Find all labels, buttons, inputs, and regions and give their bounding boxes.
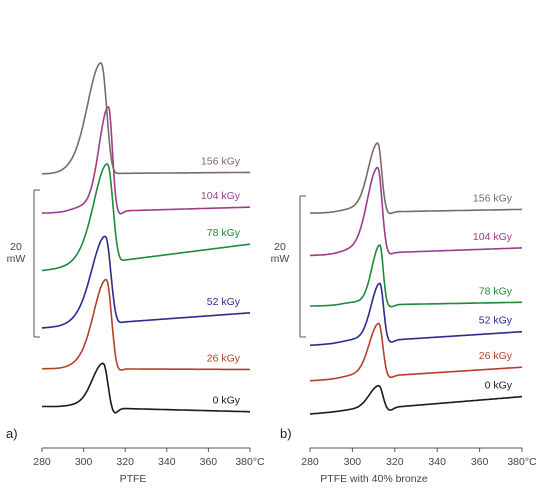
x-axis-label: PTFE with 40% bronze <box>320 473 428 485</box>
series-line <box>41 235 251 329</box>
series-line <box>309 384 523 415</box>
x-tick-label: 320 <box>116 456 134 468</box>
series-label: 0 kGy <box>213 395 241 407</box>
x-tick-label: 300 <box>344 456 362 468</box>
series-label: 26 kGy <box>479 350 513 362</box>
x-tick-label: 340 <box>428 456 446 468</box>
series-label: 52 kGy <box>479 315 513 327</box>
series-label: 78 kGy <box>479 285 513 297</box>
series-line <box>310 166 522 257</box>
series-line <box>310 244 522 308</box>
series-label: 156 kGy <box>473 192 513 204</box>
panel-label: a) <box>6 426 18 441</box>
chart-panel-b: 280 300 320 340 360 380°C PTFE with 40% bronze… <box>271 142 537 485</box>
x-tick-label: 340 <box>158 456 176 468</box>
x-tick-label: 360 <box>200 456 218 468</box>
series-line <box>309 282 523 347</box>
series-line <box>41 362 250 414</box>
series-line <box>41 106 251 215</box>
series-line <box>41 163 251 272</box>
x-tick-label: 280 <box>33 456 51 468</box>
scale-bar-label: 20 <box>274 241 286 253</box>
x-tick-label: 300 <box>75 456 93 468</box>
series-label: 26 kGy <box>207 352 241 364</box>
series-label: 78 kGy <box>207 227 241 239</box>
series-label: 104 kGy <box>473 231 513 243</box>
series-line <box>42 62 250 175</box>
panel-label: b) <box>280 426 292 441</box>
scale-bar-label: mW <box>271 253 290 265</box>
series-label: 156 kGy <box>201 155 241 167</box>
series-label: 104 kGy <box>201 190 241 202</box>
x-tick-label: 380°C <box>507 456 537 468</box>
series-line <box>42 278 250 371</box>
x-tick-label: 380°C <box>235 456 265 468</box>
x-tick-label: 280 <box>301 456 319 468</box>
scale-bar-label: 20 <box>10 241 22 253</box>
scale-bar-label: mW <box>7 253 26 265</box>
series-line <box>309 142 522 215</box>
x-axis-label: PTFE <box>120 473 147 485</box>
series-label: 0 kGy <box>485 380 513 392</box>
x-tick-label: 320 <box>386 456 404 468</box>
series-label: 52 kGy <box>207 296 241 308</box>
series-line <box>309 322 523 382</box>
x-tick-label: 360 <box>471 456 489 468</box>
